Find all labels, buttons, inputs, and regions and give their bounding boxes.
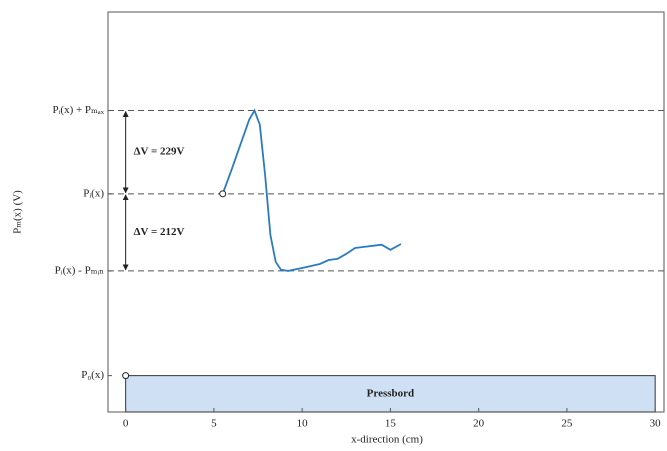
x-axis-label: x-direction (cm) xyxy=(351,434,423,446)
x-tick-label: 15 xyxy=(385,418,397,430)
delta-label: ΔV = 229V xyxy=(134,146,185,158)
point-marker xyxy=(122,372,130,380)
pressboard-label: Pressbord xyxy=(367,387,414,399)
x-tick-label: 25 xyxy=(561,418,573,430)
x-tick-label: 30 xyxy=(650,418,662,430)
y-axis-label: Pₘ(x) (V) xyxy=(12,190,24,234)
x-tick-label: 10 xyxy=(297,418,309,430)
point-marker xyxy=(219,190,227,198)
pressboard xyxy=(125,375,656,413)
delta-label: ΔV = 212V xyxy=(134,226,185,238)
y-tick-label: Pᵢ(x) + Pₘₐₓ xyxy=(52,104,104,116)
x-tick-label: 20 xyxy=(473,418,485,430)
y-tick-label: P₀(x) xyxy=(81,369,104,381)
y-tick-label: Pᵢ(x) xyxy=(83,187,104,199)
line-series xyxy=(221,108,402,272)
x-tick-label: 0 xyxy=(123,418,129,430)
plot-frame xyxy=(107,11,665,413)
y-tick-label: Pᵢ(x) - Pₘᵢₙ xyxy=(55,264,105,276)
x-tick-label: 5 xyxy=(211,418,217,430)
